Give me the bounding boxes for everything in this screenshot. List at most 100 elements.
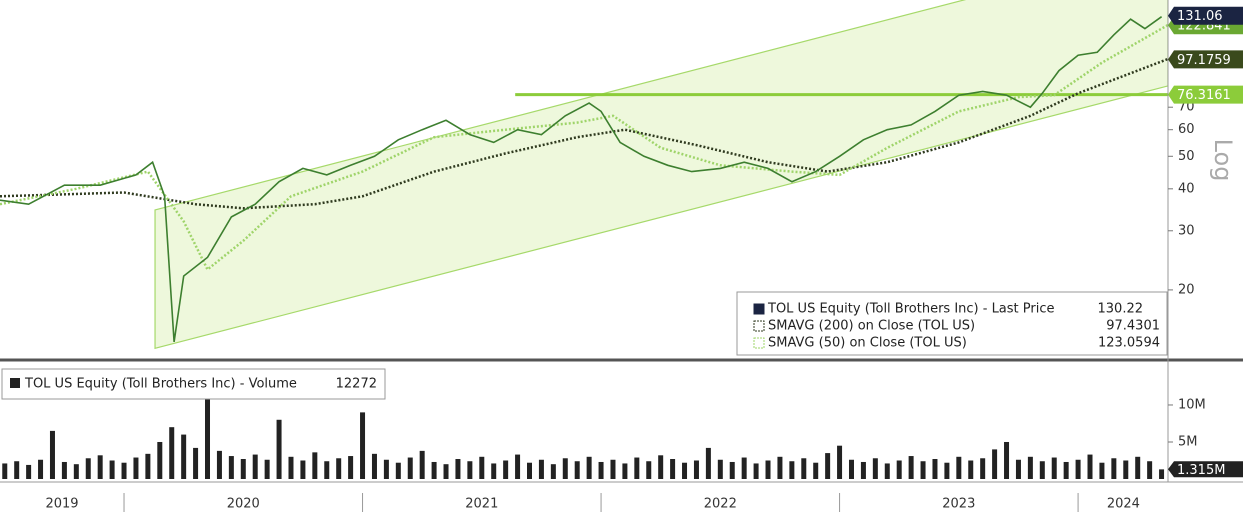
volume-bar [1111, 458, 1117, 479]
volume-bar [407, 457, 413, 479]
volume-tag [1168, 461, 1243, 478]
overlay: TOL US Equity (Toll Brothers Inc) - Last… [1, 6, 1243, 478]
volume-bar [693, 460, 699, 479]
y-tick-label: 30 [1178, 223, 1195, 238]
volume-bar [133, 457, 139, 479]
x-tick-label: 2019 [45, 497, 78, 512]
volume-bar [371, 453, 377, 479]
y-tick-label: 20 [1178, 282, 1195, 297]
series-line [0, 16, 1163, 343]
volume-bar [610, 459, 616, 479]
y-tick-label: 60 [1178, 122, 1195, 137]
volume-bar [2, 463, 8, 479]
volume-bar [789, 461, 795, 479]
volume-bar [455, 459, 461, 479]
volume-bar [288, 456, 294, 479]
volume-bar [670, 459, 676, 479]
volume-bar [1135, 456, 1141, 479]
volume-bar [848, 459, 854, 479]
volume-bar [312, 452, 318, 479]
volume-bar [753, 463, 759, 479]
volume-bar [419, 450, 425, 479]
volume-bar [586, 456, 592, 479]
volume-bar [1147, 461, 1153, 479]
volume-bar [205, 386, 211, 479]
volume-tick-label: 10M [1178, 397, 1206, 412]
legend-label: SMAVG (50) on Close (TOL US) [768, 336, 967, 351]
volume-bar [705, 447, 711, 479]
volume-bar [801, 458, 807, 479]
volume-bar [14, 461, 20, 479]
volume-bar [348, 456, 354, 479]
volume-bar [1159, 469, 1165, 479]
volume-bar [622, 463, 628, 479]
volume-bar [443, 464, 449, 479]
price-tag-label: 76.3161 [1177, 88, 1231, 103]
price-tag-label: 131.06 [1177, 9, 1223, 24]
volume-bar [216, 450, 222, 479]
volume-legend-box [1, 368, 386, 400]
volume-bar [61, 461, 67, 479]
volume-bar [634, 457, 640, 479]
volume-bar [145, 453, 151, 479]
volume-bar [968, 460, 974, 479]
legend-swatch [753, 320, 765, 332]
legend: TOL US Equity (Toll Brothers Inc) - Last… [736, 291, 1168, 356]
volume-bar [73, 464, 79, 479]
volume-bar [252, 454, 258, 479]
price-tag-label: 97.1759 [1177, 53, 1231, 68]
volume-bar [872, 458, 878, 479]
volume-bar [157, 441, 163, 479]
volume-bar [646, 461, 652, 479]
x-tick-label: 2023 [942, 497, 975, 512]
volume-bar [1063, 461, 1069, 479]
volume-bar [562, 458, 568, 479]
volume-bar [383, 459, 389, 479]
volume-bar [240, 459, 246, 479]
volume-bar [825, 453, 831, 479]
volume-bar [1004, 441, 1010, 479]
volume-bar [992, 449, 998, 479]
volume-bar [431, 461, 437, 479]
volume-bar [682, 462, 688, 479]
volume-legend-value: 12272 [336, 377, 377, 392]
volume-bar [884, 463, 890, 479]
legend-label: SMAVG (200) on Close (TOL US) [768, 319, 975, 334]
volume-bar [97, 455, 103, 479]
price-tag [1168, 6, 1243, 25]
volume-bar [765, 460, 771, 479]
legend-swatch [753, 337, 765, 349]
volume-bar [908, 456, 914, 479]
volume-bar [276, 419, 282, 479]
volume-bar [980, 458, 986, 479]
series-line [0, 23, 1168, 272]
volume-bar [479, 456, 485, 479]
volume-bar [729, 461, 735, 479]
volume-bar [860, 461, 866, 479]
volume-bar [181, 434, 187, 479]
legend-box [736, 291, 1168, 356]
legend-value: 97.4301 [1106, 319, 1160, 334]
volume-bar [538, 459, 544, 479]
volume-bar [658, 455, 664, 479]
volume-bar [1027, 456, 1033, 479]
volume-bar [741, 457, 747, 479]
x-tick-label: 2020 [227, 497, 260, 512]
volume-bar [169, 427, 175, 479]
volume-bar [1075, 459, 1081, 479]
volume-bar [1087, 454, 1093, 479]
volume-bar [550, 464, 556, 479]
legend-swatch [753, 303, 765, 315]
volume-bar [395, 462, 401, 479]
volume-legend-label: TOL US Equity (Toll Brothers Inc) - Volu… [24, 377, 297, 392]
price-tag [1168, 50, 1243, 69]
volume-bar [526, 462, 532, 479]
volume-bar [109, 460, 115, 479]
price-plot [0, 0, 1168, 350]
volume-bar [26, 464, 32, 479]
volume-bar [1039, 461, 1045, 479]
volume-bar [49, 430, 55, 479]
volume-plot [2, 386, 1165, 479]
legend-value: 123.0594 [1098, 336, 1160, 351]
